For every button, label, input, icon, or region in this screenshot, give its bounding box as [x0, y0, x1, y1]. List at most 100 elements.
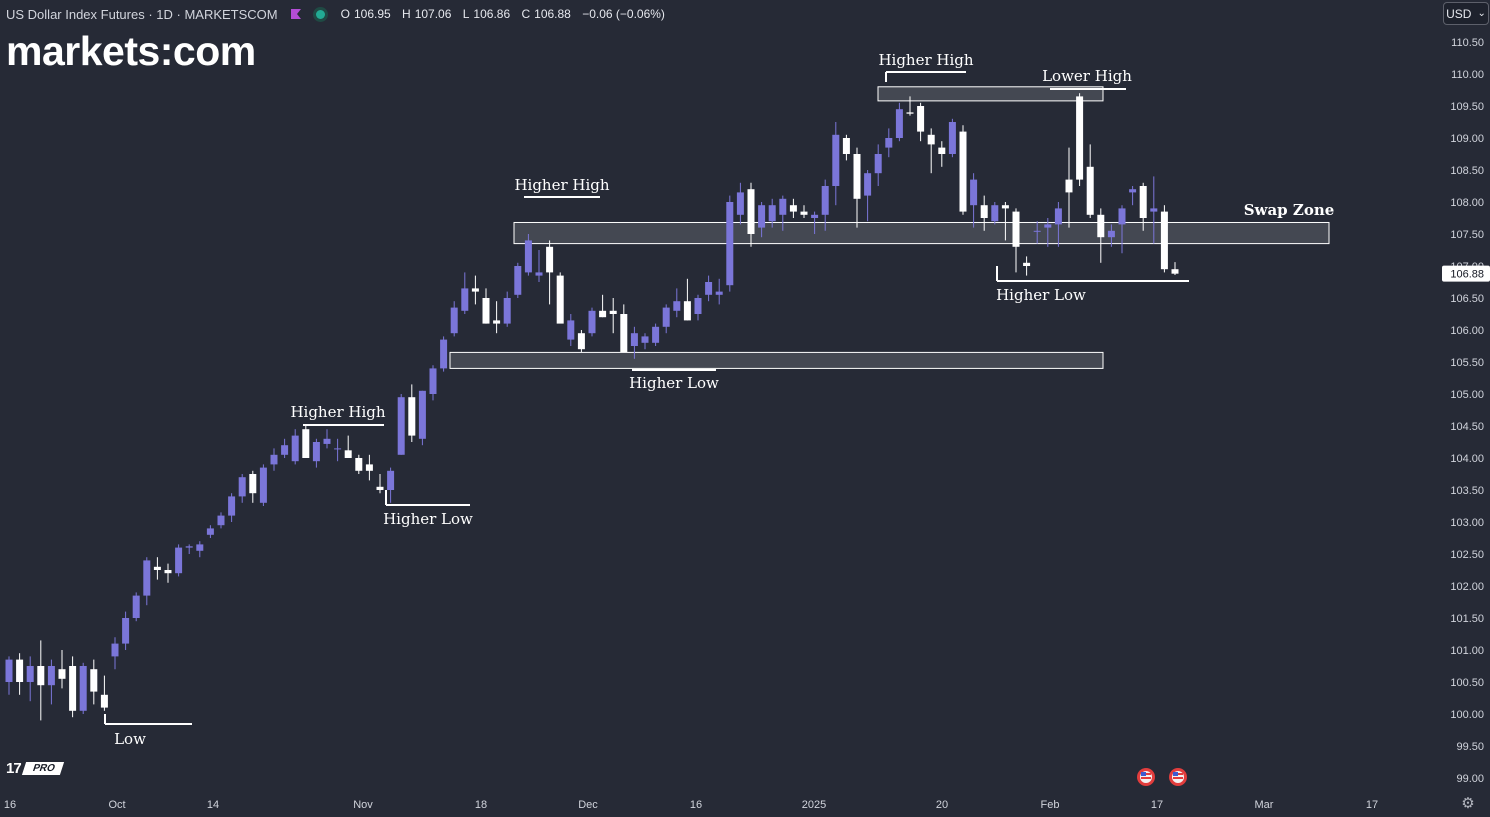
candle-body[interactable]	[715, 291, 723, 295]
candle-body[interactable]	[132, 595, 140, 618]
candle-body[interactable]	[69, 666, 77, 711]
candle-body[interactable]	[461, 288, 469, 311]
candle-body[interactable]	[864, 173, 872, 196]
candle-body[interactable]	[726, 202, 734, 286]
candle-body[interactable]	[408, 397, 416, 436]
candle-body[interactable]	[1150, 208, 1158, 212]
candle-body[interactable]	[1160, 211, 1168, 270]
candle-body[interactable]	[673, 301, 681, 311]
candle-body[interactable]	[302, 429, 310, 458]
candle-body[interactable]	[1139, 186, 1147, 218]
tradingview-badge[interactable]: 17 PRO	[6, 759, 64, 777]
candle-body[interactable]	[535, 272, 543, 276]
candle-body[interactable]	[196, 544, 204, 551]
candle-body[interactable]	[970, 179, 978, 206]
candle-body[interactable]	[652, 326, 660, 343]
candle-body[interactable]	[312, 442, 320, 462]
candle-body[interactable]	[228, 496, 236, 516]
candle-body[interactable]	[323, 438, 331, 444]
candle-body[interactable]	[736, 192, 744, 215]
candle-body[interactable]	[662, 307, 670, 327]
candle-body[interactable]	[1097, 214, 1105, 238]
candle-body[interactable]	[959, 131, 967, 212]
candle-body[interactable]	[471, 288, 479, 292]
candle-body[interactable]	[938, 147, 946, 154]
candle-body[interactable]	[503, 298, 511, 324]
candle-body[interactable]	[440, 339, 448, 369]
candle-body[interactable]	[79, 666, 87, 711]
candle-body[interactable]	[259, 467, 267, 503]
candle-body[interactable]	[609, 310, 617, 314]
candle-body[interactable]	[514, 266, 522, 295]
annotation-label[interactable]: Higher Low	[996, 286, 1086, 304]
candle-body[interactable]	[1086, 166, 1094, 215]
candle-body[interactable]	[694, 298, 702, 314]
candle-body[interactable]	[418, 390, 426, 439]
candle-body[interactable]	[948, 122, 956, 154]
candle-body[interactable]	[355, 458, 363, 471]
candle-body[interactable]	[927, 134, 935, 145]
candle-body[interactable]	[1065, 179, 1073, 193]
candle-body[interactable]	[588, 310, 596, 334]
candle-body[interactable]	[365, 464, 373, 471]
candle-body[interactable]	[620, 314, 628, 353]
bookmark-flag-icon[interactable]	[290, 8, 302, 20]
candle-body[interactable]	[175, 547, 183, 574]
candle-body[interactable]	[344, 450, 352, 458]
candle-body[interactable]	[122, 618, 130, 644]
price-zone[interactable]	[877, 86, 1104, 102]
candle-body[interactable]	[917, 106, 925, 132]
candle-body[interactable]	[185, 546, 193, 548]
candle-body[interactable]	[1107, 230, 1115, 238]
candle-body[interactable]	[334, 448, 342, 450]
symbol-title[interactable]: US Dollar Index Futures · 1D · MARKETSCO…	[6, 6, 278, 22]
candle-body[interactable]	[249, 474, 257, 494]
candle-body[interactable]	[26, 666, 34, 682]
candle-body[interactable]	[779, 198, 787, 215]
candle-body[interactable]	[58, 669, 66, 679]
candle-body[interactable]	[630, 333, 638, 346]
candle-body[interactable]	[599, 310, 607, 318]
candle-body[interactable]	[217, 515, 225, 526]
candle-body[interactable]	[387, 470, 395, 490]
candle-body[interactable]	[90, 669, 98, 692]
candle-body[interactable]	[482, 298, 490, 324]
candle-body[interactable]	[281, 445, 289, 455]
candle-body[interactable]	[397, 397, 405, 455]
candle-body[interactable]	[980, 205, 988, 218]
candle-body[interactable]	[270, 454, 278, 465]
settings-gear-icon[interactable]: ⚙	[1461, 795, 1475, 812]
candle-body[interactable]	[874, 154, 882, 174]
candle-body[interactable]	[747, 189, 755, 234]
candle-body[interactable]	[1171, 269, 1179, 274]
currency-selector[interactable]: USD ⌄	[1443, 2, 1489, 25]
candle-body[interactable]	[1044, 224, 1052, 228]
candle-body[interactable]	[811, 214, 819, 218]
candle-body[interactable]	[895, 109, 903, 138]
candle-body[interactable]	[567, 320, 575, 340]
candle-body[interactable]	[800, 211, 808, 215]
candle-body[interactable]	[556, 275, 564, 324]
candle-body[interactable]	[1012, 211, 1020, 247]
annotation-label[interactable]: Higher Low	[383, 510, 473, 528]
candle-body[interactable]	[885, 138, 893, 148]
candle-body[interactable]	[291, 435, 299, 462]
candle-body[interactable]	[832, 134, 840, 186]
candle-body[interactable]	[641, 336, 649, 343]
candle-body[interactable]	[47, 666, 55, 686]
annotation-label[interactable]: Higher High	[878, 51, 973, 69]
price-zone[interactable]	[449, 351, 1104, 369]
candle-body[interactable]	[1054, 208, 1062, 225]
candle-body[interactable]	[842, 138, 850, 154]
candle-body[interactable]	[577, 333, 585, 350]
annotation-label[interactable]: Higher High	[514, 176, 609, 194]
candle-body[interactable]	[206, 528, 214, 535]
candle-body[interactable]	[906, 112, 914, 114]
candle-body[interactable]	[1129, 189, 1137, 193]
candle-body[interactable]	[1023, 262, 1031, 266]
candle-body[interactable]	[429, 368, 437, 394]
candle-body[interactable]	[789, 205, 797, 212]
candle-body[interactable]	[37, 666, 45, 686]
candle-body[interactable]	[111, 643, 119, 657]
